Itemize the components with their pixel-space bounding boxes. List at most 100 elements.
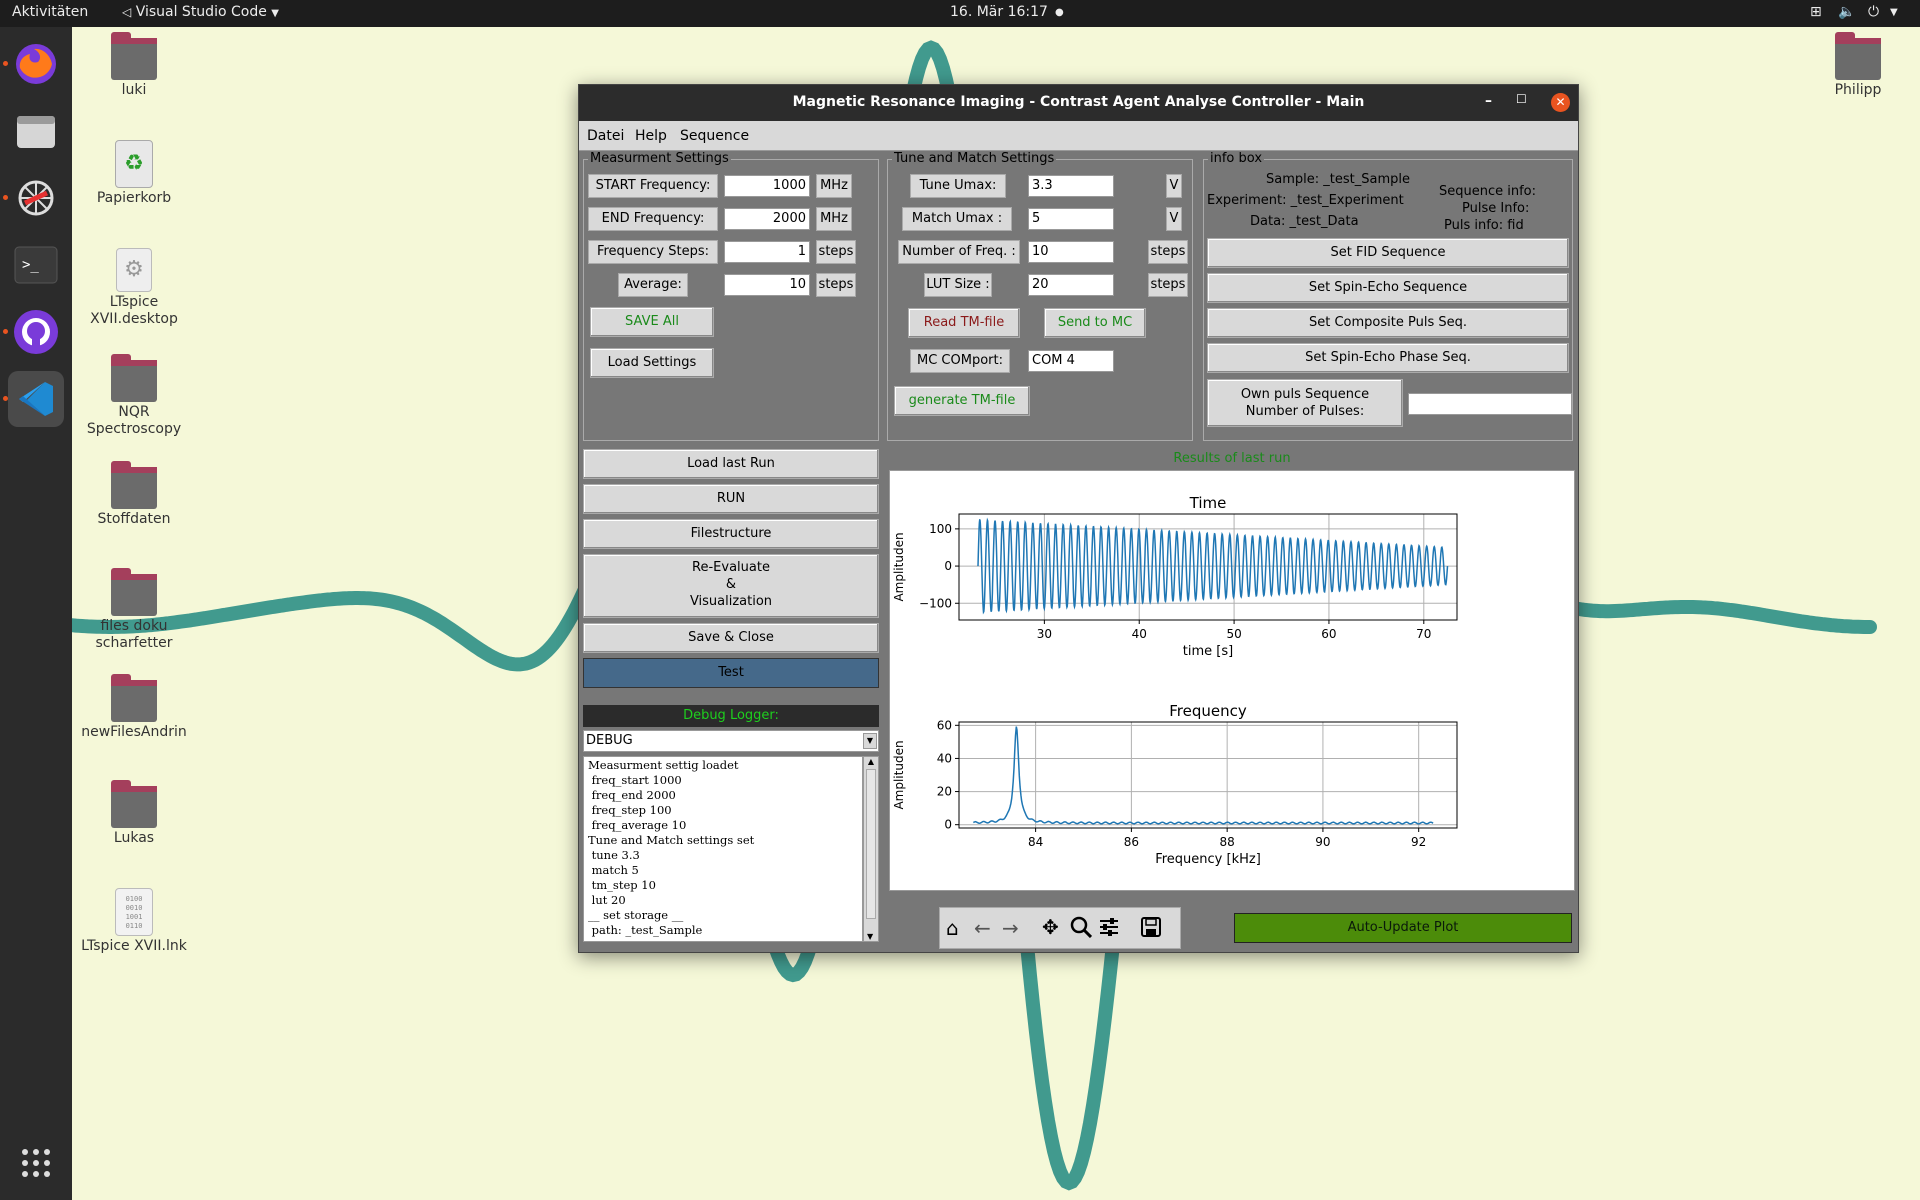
window-titlebar[interactable]: Magnetic Resonance Imaging - Contrast Ag… xyxy=(579,85,1578,121)
frequency-steps-unit: steps xyxy=(816,240,856,264)
load-last-run-button[interactable]: Load last Run xyxy=(583,449,879,479)
scroll-up-icon[interactable]: ▲ xyxy=(867,757,875,766)
desktop-folder-luki[interactable]: luki xyxy=(79,32,189,99)
info-box-panel: info box Sample: _test_Sample Experiment… xyxy=(1203,151,1573,441)
network-icon[interactable]: ⊞ xyxy=(1810,4,1822,20)
zoom-icon[interactable] xyxy=(1070,916,1093,942)
mc-comport-input[interactable]: COM 4 xyxy=(1028,350,1114,372)
set-fid-sequence-button[interactable]: Set FID Sequence xyxy=(1207,238,1569,268)
log-line: freq_step 100 xyxy=(588,803,672,817)
minimize-icon[interactable]: – xyxy=(1485,93,1492,109)
x-axis-label: time [s] xyxy=(1183,644,1233,659)
terminal-icon[interactable]: >_ xyxy=(8,237,64,293)
desktop-icon-label: NQR Spectroscopy xyxy=(86,404,182,437)
folder-icon xyxy=(111,780,157,828)
debug-log-text[interactable]: Measurment settig loadet freq_start 1000… xyxy=(583,756,863,942)
experiment-info: Experiment: _test_Experiment xyxy=(1207,193,1404,208)
set-composite-puls-button[interactable]: Set Composite Puls Seq. xyxy=(1207,308,1569,338)
number-of-freq-label: Number of Freq. : xyxy=(898,240,1020,264)
read-tm-file-button[interactable]: Read TM-file xyxy=(908,308,1020,338)
trash-icon: ♻ xyxy=(115,140,153,188)
desktop-ltspice-desktop[interactable]: ⚙ LTspice XVII.desktop xyxy=(79,248,189,328)
log-line: lut 20 xyxy=(588,893,626,907)
menu-help[interactable]: Help xyxy=(635,128,667,144)
menu-sequence[interactable]: Sequence xyxy=(680,128,750,144)
app-menu[interactable]: ◁ Visual Studio Code ▼ xyxy=(122,4,279,20)
github-icon[interactable] xyxy=(8,304,64,360)
forward-arrow-icon[interactable]: → xyxy=(1002,916,1019,940)
menu-bar: Datei Help Sequence xyxy=(579,121,1578,151)
own-puls-sequence-button[interactable]: Own puls Sequence Number of Pulses: xyxy=(1207,379,1403,427)
folder-icon xyxy=(111,461,157,509)
network-tool-icon[interactable] xyxy=(8,170,64,226)
axes-frame xyxy=(958,513,1458,621)
re-evaluate-line3: Visualization xyxy=(689,594,773,609)
start-frequency-input[interactable]: 1000 xyxy=(724,175,810,197)
scrollbar-thumb[interactable] xyxy=(866,769,876,919)
number-of-freq-input[interactable]: 10 xyxy=(1028,241,1114,263)
save-figure-icon[interactable] xyxy=(1140,916,1162,942)
log-line: tune 3.3 xyxy=(588,848,640,862)
pan-icon[interactable]: ✥ xyxy=(1042,915,1059,939)
frequency-steps-label: Frequency Steps: xyxy=(588,240,718,264)
desktop-folder-lukas[interactable]: Lukas xyxy=(79,780,189,847)
desktop-folder-nqr[interactable]: NQR Spectroscopy xyxy=(79,354,189,438)
menu-datei[interactable]: Datei xyxy=(587,128,625,144)
match-umax-input[interactable]: 5 xyxy=(1028,208,1114,230)
run-button[interactable]: RUN xyxy=(583,484,879,514)
number-of-pulses-input[interactable] xyxy=(1408,393,1572,415)
average-unit: steps xyxy=(816,273,856,297)
set-spin-echo-phase-button[interactable]: Set Spin-Echo Phase Seq. xyxy=(1207,343,1569,373)
save-all-button[interactable]: SAVE All xyxy=(590,307,714,337)
x-tick-label: 88 xyxy=(1220,835,1235,849)
tune-umax-input[interactable]: 3.3 xyxy=(1028,175,1114,197)
activities-button[interactable]: Aktivitäten xyxy=(12,4,89,20)
test-button[interactable]: Test xyxy=(583,658,879,688)
desktop-folder-philipp[interactable]: Philipp xyxy=(1803,32,1913,99)
re-evaluate-button[interactable]: Re-Evaluate & Visualization xyxy=(583,554,879,618)
home-icon[interactable]: ⌂ xyxy=(946,916,959,940)
send-to-mc-button[interactable]: Send to MC xyxy=(1044,308,1146,338)
scroll-down-icon[interactable]: ▼ xyxy=(867,932,874,941)
volume-icon[interactable]: 🔈 xyxy=(1838,4,1856,20)
load-settings-button[interactable]: Load Settings xyxy=(590,348,714,378)
desktop-folder-newfiles[interactable]: newFilesAndrin xyxy=(79,674,189,741)
save-close-button[interactable]: Save & Close xyxy=(583,623,879,653)
desktop-folder-stoffdaten[interactable]: Stoffdaten xyxy=(79,461,189,528)
back-arrow-icon[interactable]: ← xyxy=(974,916,991,940)
average-input[interactable]: 10 xyxy=(724,274,810,296)
power-icon[interactable]: ⏻ xyxy=(1868,4,1880,20)
set-spin-echo-sequence-button[interactable]: Set Spin-Echo Sequence xyxy=(1207,273,1569,303)
close-icon[interactable]: ✕ xyxy=(1551,93,1570,112)
tune-match-panel: Tune and Match Settings Tune Umax: 3.3 V… xyxy=(887,151,1193,441)
lut-size-input[interactable]: 20 xyxy=(1028,274,1114,296)
debug-level-select[interactable]: DEBUG ▼ xyxy=(583,730,879,752)
frequency-series-line xyxy=(972,726,1434,825)
filestructure-button[interactable]: Filestructure xyxy=(583,519,879,549)
maximize-icon[interactable]: ☐ xyxy=(1516,92,1527,106)
sample-info: Sample: _test_Sample xyxy=(1266,172,1410,187)
generate-tm-file-button[interactable]: generate TM-file xyxy=(894,386,1030,416)
debug-log-scrollbar[interactable]: ▲ ▼ xyxy=(863,756,879,942)
files-icon[interactable] xyxy=(8,103,64,159)
log-line: tm_step 10 xyxy=(588,878,656,892)
app-grid-icon[interactable] xyxy=(8,1135,64,1191)
system-menu-chevron-icon[interactable]: ▼ xyxy=(1890,7,1898,18)
auto-update-plot-button[interactable]: Auto-Update Plot xyxy=(1234,913,1572,943)
tune-match-title: Tune and Match Settings xyxy=(892,151,1057,166)
desktop-ltspice-lnk[interactable]: 0100 0010 1001 0110 LTspice XVII.lnk xyxy=(79,888,189,955)
frequency-steps-input[interactable]: 1 xyxy=(724,241,810,263)
plot-canvas[interactable]: 30 40 50 60 70 100 0 −100 Time time [s] Amplituden… xyxy=(889,470,1575,891)
vscode-dock-icon[interactable] xyxy=(8,371,64,427)
axes-frame xyxy=(958,721,1458,829)
firefox-icon[interactable] xyxy=(8,36,64,92)
chevron-down-icon: ▼ xyxy=(863,733,877,749)
desktop-folder-files-doku[interactable]: files doku scharfetter xyxy=(79,568,189,652)
debug-level-value: DEBUG xyxy=(586,733,633,748)
configure-subplots-icon[interactable] xyxy=(1098,916,1120,942)
plot-svg: 30 40 50 60 70 100 0 −100 Time time [s] Amplituden… xyxy=(892,494,1458,867)
desktop-icon-label: newFilesAndrin xyxy=(81,724,187,740)
end-frequency-input[interactable]: 2000 xyxy=(724,208,810,230)
desktop-trash[interactable]: ♻ Papierkorb xyxy=(79,140,189,207)
clock[interactable]: 16. Mär 16:17 xyxy=(950,4,1048,20)
